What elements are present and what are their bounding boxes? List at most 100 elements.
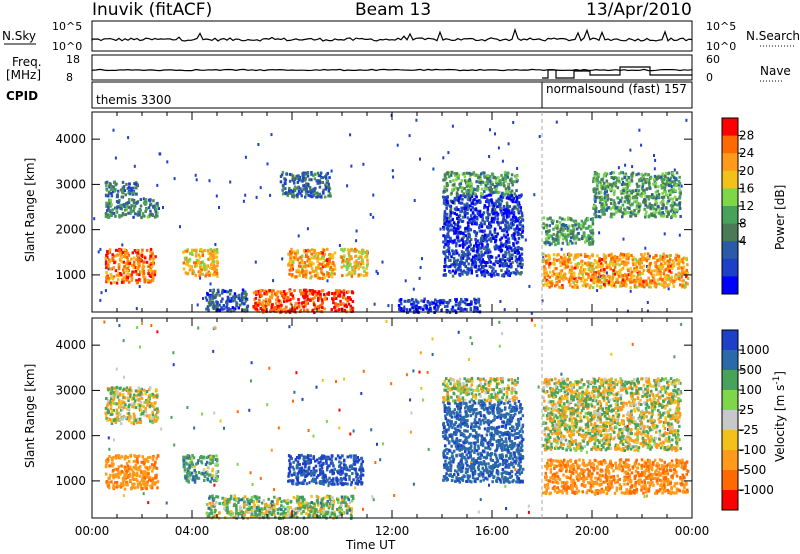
range-cell — [490, 198, 493, 202]
range-cell — [104, 181, 108, 185]
range-cell — [679, 192, 682, 196]
range-cell — [641, 283, 644, 287]
range-cell — [595, 276, 598, 280]
range-cell — [290, 268, 293, 272]
range-cell — [127, 136, 130, 140]
range-cell — [504, 176, 507, 180]
range-cell — [585, 450, 588, 454]
range-cell — [139, 198, 143, 201]
range-cell — [510, 178, 513, 182]
range-cell — [580, 266, 583, 270]
range-cell — [653, 284, 657, 288]
range-cell — [614, 280, 618, 284]
range-cell — [437, 304, 440, 308]
range-cell — [254, 296, 258, 300]
range-cell — [567, 277, 570, 281]
range-cell — [661, 283, 664, 287]
range-cell — [454, 231, 457, 235]
range-cell — [469, 302, 472, 306]
range-cell — [375, 269, 378, 273]
range-cell — [248, 408, 251, 412]
range-cell — [475, 173, 478, 177]
range-cell — [130, 257, 133, 261]
range-cell — [680, 323, 683, 326]
range-cell — [611, 263, 615, 267]
range-cell — [349, 501, 351, 505]
range-cell — [338, 244, 341, 247]
range-cell — [632, 263, 635, 267]
range-cell — [121, 180, 125, 184]
range-cell — [582, 221, 586, 225]
range-cell — [547, 234, 551, 237]
range-cell — [651, 281, 654, 285]
range-cell — [302, 274, 305, 278]
range-cell — [475, 274, 479, 278]
range-cell — [471, 261, 474, 265]
range-cell — [119, 272, 122, 275]
range-cell — [483, 174, 486, 178]
range-cell — [481, 171, 484, 175]
range-cell — [300, 267, 304, 271]
range-cell — [673, 212, 677, 216]
range-cell — [338, 292, 342, 296]
range-cell — [119, 206, 122, 210]
range-cell — [561, 284, 564, 288]
range-cell — [491, 183, 495, 187]
range-cell — [631, 257, 635, 261]
range-cell — [454, 298, 457, 301]
range-cell — [452, 229, 456, 233]
range-cell — [483, 222, 486, 226]
range-cell — [553, 266, 557, 270]
range-cell — [578, 237, 581, 241]
freq-trace — [91, 66, 693, 79]
range-cell — [127, 198, 131, 201]
range-cell — [470, 266, 473, 270]
range-cell — [612, 193, 616, 197]
range-cell — [511, 215, 515, 219]
range-cell — [134, 266, 138, 269]
range-cell — [289, 251, 293, 255]
range-cell — [104, 212, 108, 215]
range-cell — [560, 247, 563, 251]
range-cell — [492, 220, 496, 224]
range-cell — [527, 510, 530, 514]
range-cell — [470, 460, 472, 464]
range-cell — [310, 256, 313, 260]
range-cell — [467, 303, 470, 306]
range-cell — [342, 258, 345, 262]
range-cell — [454, 186, 457, 190]
range-cell — [448, 171, 451, 175]
range-cell — [210, 267, 214, 270]
range-cell — [211, 297, 215, 301]
range-cell — [272, 279, 275, 283]
range-cell — [550, 242, 553, 246]
range-cell — [663, 275, 666, 279]
range-cell — [632, 196, 635, 200]
range-cell — [559, 272, 563, 276]
range-cell — [521, 230, 524, 234]
range-cell — [293, 289, 296, 293]
range-cell — [478, 304, 482, 308]
range-cell — [459, 260, 462, 264]
range-cell — [127, 186, 131, 189]
range-cell — [317, 298, 320, 302]
range-cell — [208, 179, 211, 183]
range-cell — [325, 297, 328, 301]
range-cell — [652, 182, 655, 186]
range-cell — [366, 262, 369, 266]
range-cell — [577, 253, 580, 257]
range-cell — [619, 189, 623, 193]
range-cell — [591, 228, 594, 232]
range-cell — [567, 216, 570, 220]
range-cell — [487, 233, 491, 237]
range-cell — [542, 216, 546, 220]
range-cell — [581, 272, 584, 276]
range-cell — [562, 275, 565, 279]
range-cell — [474, 234, 478, 238]
range-cell — [127, 260, 130, 264]
range-cell — [497, 260, 500, 263]
beam-title: Beam 13 — [355, 0, 431, 20]
range-cell — [598, 257, 601, 260]
range-cell — [144, 209, 147, 213]
